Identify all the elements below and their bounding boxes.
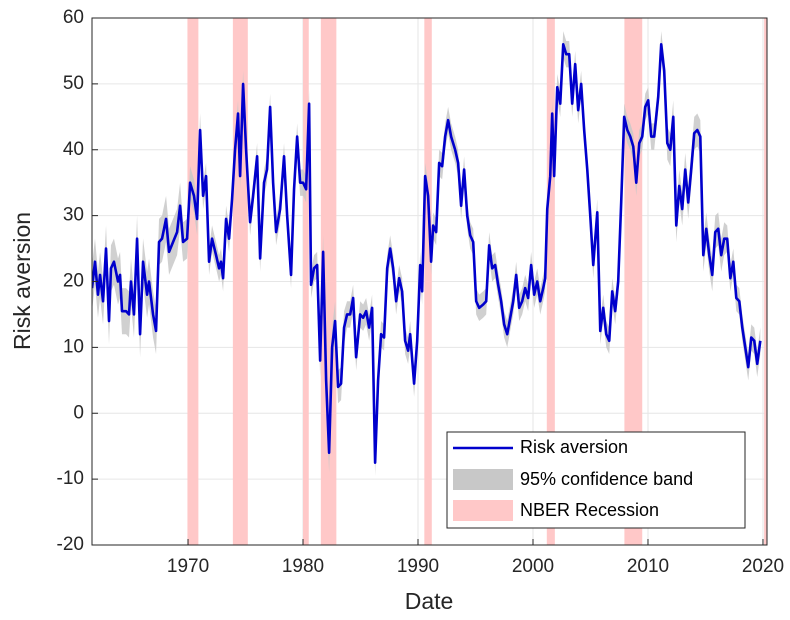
x-tick-label: 1990 bbox=[397, 556, 439, 577]
recession-band bbox=[546, 18, 555, 545]
axes-layer: 1970 1980 1990 2000 2010 2020 -20 -10 0 10 20 30 40 5… bbox=[57, 7, 785, 577]
y-tick-label: -10 bbox=[57, 468, 84, 489]
recession-band bbox=[764, 18, 767, 545]
y-tick-label: -20 bbox=[57, 534, 84, 555]
legend-label: Risk aversion bbox=[520, 437, 628, 457]
legend-label: 95% confidence band bbox=[520, 469, 693, 489]
y-tick-label: 0 bbox=[73, 402, 84, 423]
x-tick-label: 2020 bbox=[742, 556, 784, 577]
recession-band bbox=[424, 18, 432, 545]
line bbox=[92, 43, 762, 464]
y-tick-label: 50 bbox=[63, 73, 84, 94]
y-tick-label: 20 bbox=[63, 271, 84, 292]
y-tick-label: 60 bbox=[63, 7, 84, 28]
y-axis-label: Risk aversion bbox=[9, 212, 35, 350]
recession-band bbox=[320, 18, 337, 545]
recession-band bbox=[303, 18, 309, 545]
legend-label: NBER Recession bbox=[520, 500, 659, 520]
x-tick-label: 1970 bbox=[167, 556, 209, 577]
legend-swatch bbox=[453, 500, 513, 521]
y-tick-label: 10 bbox=[63, 336, 84, 357]
y-tick-label: 40 bbox=[63, 139, 84, 160]
x-tick-label: 2010 bbox=[627, 556, 669, 577]
recession-band bbox=[232, 18, 248, 545]
y-tick-label: 30 bbox=[63, 205, 84, 226]
x-tick-label: 1980 bbox=[282, 556, 324, 577]
recession-band bbox=[187, 18, 199, 545]
x-axis-label: Date bbox=[405, 588, 454, 614]
x-tick-label: 2000 bbox=[512, 556, 554, 577]
legend-swatch bbox=[453, 469, 513, 490]
plot-layer bbox=[92, 18, 767, 545]
